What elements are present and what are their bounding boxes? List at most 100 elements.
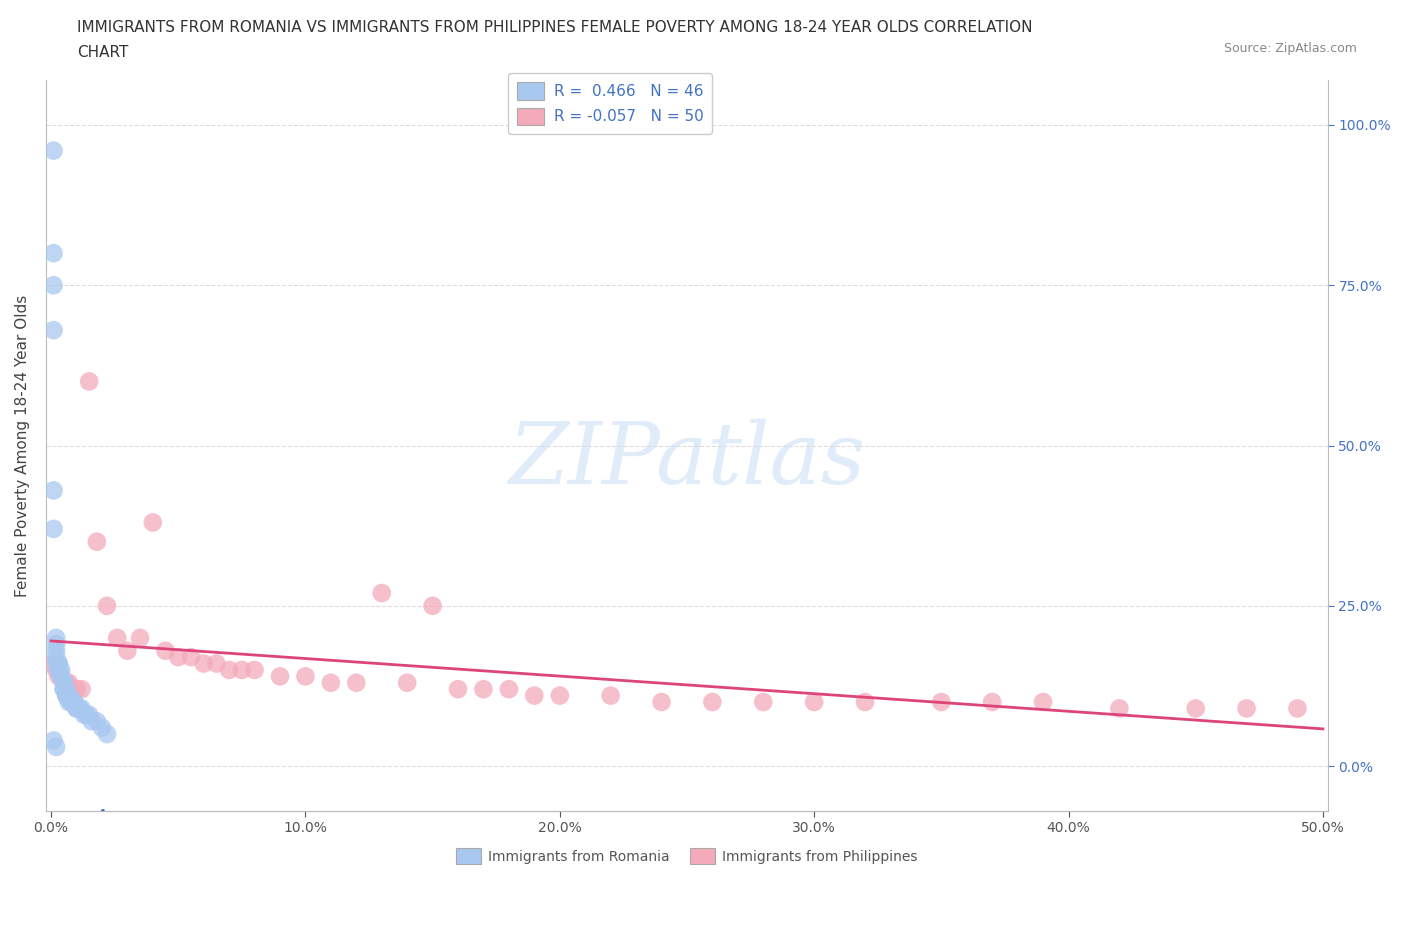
Point [294,669,316,684]
Point [344,675,367,690]
Point [52,682,75,697]
Point [52,675,75,690]
Point [447,682,470,697]
Point [45,637,67,652]
Point [218,662,240,677]
Point [1286,701,1309,716]
Point [42,278,65,293]
Point [396,675,419,690]
Point [42,246,65,260]
Point [45,662,67,677]
Point [60,695,83,710]
Point [853,695,876,710]
Point [48,656,70,671]
Point [548,688,571,703]
Point [73,708,96,723]
Point [42,733,65,748]
Point [205,656,228,671]
Point [45,739,67,754]
Point [55,682,77,697]
Point [45,650,67,665]
Point [58,688,80,703]
Point [155,644,177,658]
Point [70,682,93,697]
Text: ZIPatlas: ZIPatlas [509,418,866,501]
Point [48,662,70,677]
Point [702,695,724,710]
Point [42,483,65,498]
Point [65,701,87,716]
Point [63,695,86,710]
Text: IMMIGRANTS FROM ROMANIA VS IMMIGRANTS FROM PHILIPPINES FEMALE POVERTY AMONG 18-2: IMMIGRANTS FROM ROMANIA VS IMMIGRANTS FR… [77,20,1033,35]
Point [42,656,65,671]
Point [55,688,77,703]
Point [129,631,152,645]
Legend: Immigrants from Romania, Immigrants from Philippines: Immigrants from Romania, Immigrants from… [450,843,924,870]
Point [752,695,775,710]
Point [86,534,108,549]
Point [65,682,87,697]
Point [67,701,90,716]
Point [167,650,190,665]
Point [65,701,87,716]
Point [1184,701,1206,716]
Point [52,682,75,697]
Point [651,695,673,710]
Text: Source: ZipAtlas.com: Source: ZipAtlas.com [1223,42,1357,55]
Point [58,675,80,690]
Point [371,586,394,601]
Point [45,631,67,645]
Point [269,669,291,684]
Point [60,695,83,710]
Point [80,714,103,729]
Text: CHART: CHART [77,45,129,60]
Point [45,656,67,671]
Point [96,598,118,613]
Point [42,143,65,158]
Point [231,662,253,677]
Point [142,515,165,530]
Point [52,675,75,690]
Point [63,695,86,710]
Point [1236,701,1258,716]
Point [96,726,118,741]
Point [243,662,266,677]
Point [319,675,342,690]
Point [86,714,108,729]
Point [48,662,70,677]
Point [1032,695,1054,710]
Point [58,688,80,703]
Point [45,644,67,658]
Point [60,682,83,697]
Point [90,720,112,735]
Point [1108,701,1130,716]
Point [193,656,215,671]
Point [58,695,80,710]
Point [77,374,100,389]
Point [77,708,100,723]
Point [472,682,495,697]
Point [931,695,953,710]
Point [981,695,1004,710]
Point [48,656,70,671]
Point [52,675,75,690]
Point [117,644,139,658]
Point [803,695,825,710]
Point [51,662,73,677]
Point [498,682,520,697]
Point [599,688,621,703]
Point [70,701,93,716]
Point [76,708,98,723]
Point [105,631,128,645]
Point [55,688,77,703]
Point [523,688,546,703]
Point [48,669,70,684]
Y-axis label: Female Poverty Among 18-24 Year Olds: Female Poverty Among 18-24 Year Olds [15,295,30,597]
Point [51,669,73,684]
Point [42,522,65,537]
Point [51,669,73,684]
Point [42,323,65,338]
Point [180,650,202,665]
Point [422,598,444,613]
Point [55,675,77,690]
